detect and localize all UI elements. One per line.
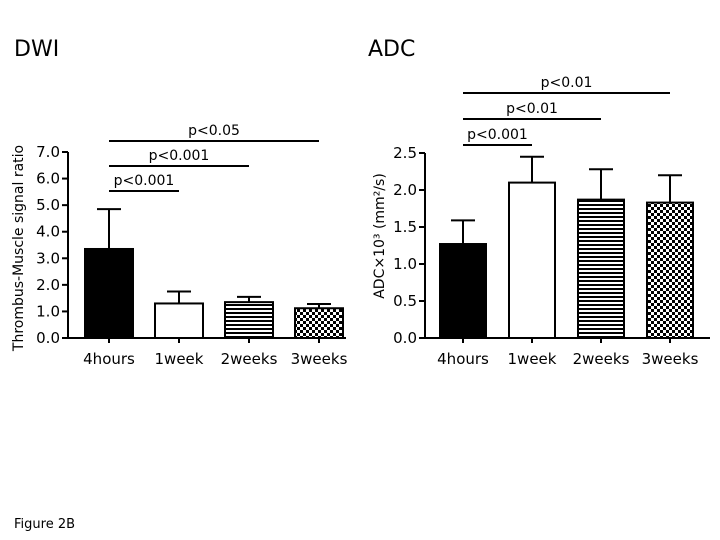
adc-category-label: 1week: [508, 350, 557, 368]
adc-y-axis-label: ADC×10³ (mm²/s): [372, 173, 388, 299]
adc-significance-label: p<0.01: [506, 101, 558, 117]
adc-chart-title: ADC: [368, 37, 415, 62]
dwi-category-label: 1week: [155, 350, 204, 368]
adc-y-tick-label: 0.0: [393, 329, 417, 347]
adc-y-tick-label: 1.5: [393, 218, 417, 236]
adc-marks: 0.0 0.5 1.0 1.5 2.0 2.5 4hours 1week 2weeks 3week…: [393, 75, 710, 368]
adc-y-tick-label: 1.0: [393, 255, 417, 273]
dwi-significance-label: p<0.05: [188, 123, 240, 139]
dwi-category-label: 3weeks: [291, 350, 348, 368]
adc-y-tick-label: 2.5: [393, 144, 417, 162]
adc-significance-label: p<0.01: [541, 75, 593, 91]
dwi-chart-title: DWI: [14, 37, 59, 62]
adc-y-tick-label: 2.0: [393, 181, 417, 199]
adc-bar-3weeks: [646, 201, 694, 339]
dwi-y-axis-label: Thrombus-Muscle signal ratio: [11, 145, 27, 352]
dwi-y-tick-label: 6.0: [36, 170, 60, 188]
adc-bar-1week: [508, 181, 556, 339]
dwi-y-tick-label: 2.0: [36, 276, 60, 294]
dwi-bar-3weeks: [294, 307, 344, 339]
dwi-bar-4hours: [84, 247, 134, 339]
adc-chart: ADC ADC×10³ (mm²/s) 0.0 0.5 1.0 1.5 2.0 2.5 4h…: [368, 37, 710, 368]
dwi-bar-2weeks: [224, 301, 274, 339]
dwi-significance-label: p<0.001: [114, 173, 175, 189]
dwi-y-tick-label: 7.0: [36, 143, 60, 161]
adc-bar-2weeks: [577, 198, 625, 339]
adc-category-label: 4hours: [437, 350, 489, 368]
dwi-category-label: 2weeks: [221, 350, 278, 368]
dwi-significance-label: p<0.001: [149, 148, 210, 164]
dwi-marks: 0.0 1.0 2.0 3.0 4.0 5.0 6.0 7.0 4hours 1week 2week…: [36, 123, 347, 368]
adc-category-label: 3weeks: [642, 350, 699, 368]
dwi-y-tick-label: 4.0: [36, 223, 60, 241]
adc-category-label: 2weeks: [573, 350, 630, 368]
dwi-y-tick-label: 1.0: [36, 302, 60, 320]
adc-significance-label: p<0.001: [467, 127, 528, 143]
dwi-bar-1week: [154, 302, 204, 340]
adc-bar-4hours: [439, 243, 487, 340]
dwi-y-tick-label: 3.0: [36, 249, 60, 267]
dwi-y-tick-label: 5.0: [36, 196, 60, 214]
adc-y-tick-label: 0.5: [393, 292, 417, 310]
dwi-category-label: 4hours: [83, 350, 135, 368]
figure-caption: Figure 2B: [14, 517, 75, 532]
dwi-chart: DWI Thrombus-Muscle signal ratio 0.0 1.0 2…: [11, 37, 348, 368]
dwi-y-tick-label: 0.0: [36, 329, 60, 347]
